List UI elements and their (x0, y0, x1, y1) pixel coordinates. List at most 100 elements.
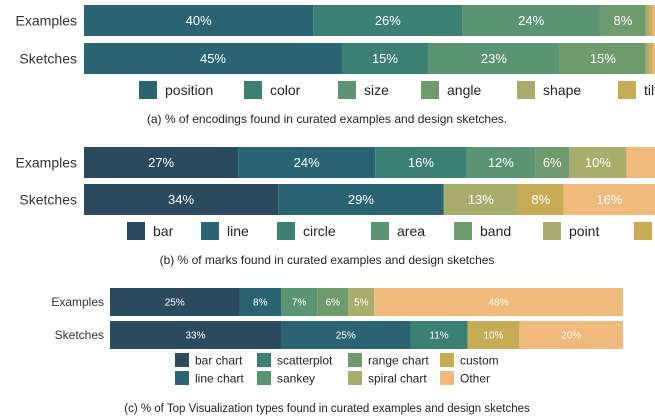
data-label-examples-sankey: 7% (292, 298, 307, 309)
legend-swatch-bar-chart (175, 353, 189, 367)
legend-label-point: point (569, 223, 599, 239)
legend-label-circle: circle (303, 223, 336, 239)
legend-label-bar: bar (153, 223, 174, 239)
legend-swatch-other (440, 371, 454, 385)
bar-segment-examples-line (238, 147, 376, 178)
bar-segment-sketches-shape (645, 43, 650, 74)
bar-segment-examples-area (466, 147, 536, 178)
bar-segment-examples-bar-chart (110, 288, 240, 316)
bar-segment-sketches-other (563, 184, 655, 215)
chart-caption: (c) % of Top Visualization types found i… (124, 403, 530, 415)
legend-label-range-chart: range chart (368, 353, 429, 367)
bar-segment-examples-tilt (649, 5, 653, 36)
bar-segment-sketches-position (84, 43, 342, 74)
legend-swatch-size (338, 81, 356, 99)
bar-segment-sketches-bar-chart (110, 321, 281, 349)
bar-segment-sketches-other (519, 321, 623, 349)
chart-c: Examples 25% 8% 7% 6% 5% 48% Sketches 33% 25% 11% 1… (51, 288, 623, 415)
legend-label-spiral-chart: spiral chart (368, 371, 427, 385)
data-label-examples-line-chart: 8% (253, 298, 268, 309)
data-label-examples-line: 24% (294, 155, 320, 170)
bar-segment-sketches-point (443, 184, 518, 215)
legend-swatch-band (454, 222, 472, 240)
bar-segment-examples-color (313, 5, 463, 36)
data-label-sketches-color: 15% (372, 51, 398, 66)
bar-segment-examples-spiral-chart (348, 288, 375, 316)
data-label-examples-color: 26% (375, 13, 401, 28)
legend-swatch-line-chart (175, 371, 189, 385)
bar-segment-examples-angle (599, 5, 646, 36)
category-label-examples: Examples (16, 12, 77, 28)
bar-segment-sketches-color (341, 43, 428, 74)
bar-segment-sketches-scatterplot (410, 321, 468, 349)
bar-segment-sketches-texture (652, 43, 655, 74)
category-label-sketches: Sketches (55, 328, 104, 342)
bar-segment-examples-circle (375, 147, 467, 178)
bar-segment-examples-texture (652, 5, 655, 36)
data-label-sketches-custom: 10% (483, 331, 503, 342)
data-label-sketches-other: 20% (561, 331, 581, 342)
data-label-examples-position: 40% (186, 13, 212, 28)
legend-swatch-spiral-chart (348, 371, 362, 385)
bar-segment-examples-line-chart (239, 288, 281, 316)
legend-label-band: band (480, 223, 511, 239)
data-label-examples-bar-chart: 25% (165, 298, 185, 309)
data-label-examples-circle: 16% (408, 155, 434, 170)
bar-segment-sketches-line (278, 184, 444, 215)
legend-label-position: position (165, 82, 213, 98)
category-label-sketches: Sketches (19, 50, 77, 66)
bar-segment-examples-position (84, 5, 314, 36)
data-label-sketches-rect: 8% (531, 192, 550, 207)
legend-swatch-color (244, 81, 262, 99)
chart-b: Examples 27% 24% 16% 12% 6% 10% Sketches 34% 29% 1… (16, 147, 655, 267)
legend-swatch-point (543, 222, 561, 240)
data-label-examples-size: 24% (518, 13, 544, 28)
data-label-sketches-bar-chart: 33% (185, 331, 205, 342)
legend-label-custom: custom (460, 353, 499, 367)
chart-caption: (b) % of marks found in curated examples… (160, 253, 495, 267)
bar-segment-examples-other (626, 147, 655, 178)
legend-label-scatterplot: scatterplot (277, 353, 333, 367)
legend-label-line: line (227, 223, 249, 239)
data-label-sketches-other: 16% (596, 192, 622, 207)
legend-c: bar chart line chart scatterplot sankey rang… (175, 353, 499, 385)
data-label-examples-other: 48% (489, 298, 509, 309)
data-label-examples-bar: 27% (148, 155, 174, 170)
legend-label-area: area (397, 223, 425, 239)
category-label-examples: Examples (16, 154, 77, 170)
data-label-sketches-bar: 34% (168, 192, 194, 207)
legend-swatch-area (371, 222, 389, 240)
bar-segment-sketches-size (427, 43, 560, 74)
bar-segment-examples-sankey (281, 288, 318, 316)
legend-label-shape: shape (543, 82, 581, 98)
legend-label-size: size (364, 82, 389, 98)
legend-swatch-circle (277, 222, 295, 240)
legend-swatch-angle (421, 81, 439, 99)
data-label-examples-area: 12% (488, 155, 514, 170)
bar-segment-sketches-rect (517, 184, 564, 215)
bar-segment-sketches-custom (467, 321, 520, 349)
legend-swatch-rect (634, 222, 652, 240)
data-label-examples-band: 6% (543, 155, 562, 170)
data-label-examples-point: 10% (585, 155, 611, 170)
bar-segment-sketches-tilt (649, 43, 653, 74)
category-label-examples: Examples (51, 295, 104, 309)
bar-segment-examples-band (535, 147, 570, 178)
bar-segment-sketches-bar (84, 184, 279, 215)
data-label-sketches-size: 23% (481, 51, 507, 66)
category-label-sketches: Sketches (19, 191, 77, 207)
legend-swatch-scatterplot (257, 353, 271, 367)
bar-segment-sketches-angle (559, 43, 646, 74)
bar-segment-examples-range-chart (317, 288, 349, 316)
chart-caption: (a) % of encodings found in curated exam… (147, 112, 507, 126)
bar-segment-examples-bar (84, 147, 239, 178)
legend-swatch-range-chart (348, 353, 362, 367)
legend-label-angle: angle (447, 82, 481, 98)
bar-segment-examples-shape (645, 5, 650, 36)
bar-segment-examples-other (374, 288, 623, 316)
legend-label-bar-chart: bar chart (195, 353, 243, 367)
data-label-sketches-scatterplot: 11% (429, 331, 448, 342)
legend-swatch-bar (127, 222, 145, 240)
legend-swatch-custom (440, 353, 454, 367)
